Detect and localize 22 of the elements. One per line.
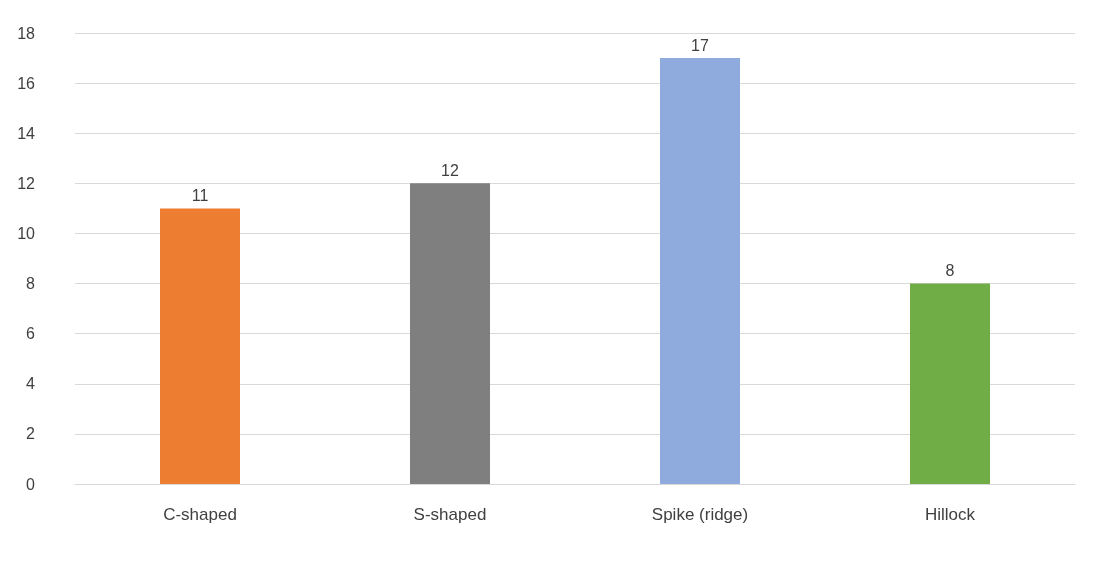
data-label: 8 bbox=[945, 262, 955, 280]
y-tick-label: 6 bbox=[26, 325, 36, 343]
x-tick-label: C-shaped bbox=[163, 505, 237, 524]
x-tick-label: Spike (ridge) bbox=[651, 505, 749, 524]
y-tick-label: 12 bbox=[17, 174, 36, 192]
bar bbox=[910, 283, 990, 484]
y-tick-label: 0 bbox=[26, 475, 36, 493]
x-tick-label: Hillock bbox=[924, 505, 976, 524]
y-tick-label: 14 bbox=[17, 124, 36, 142]
data-label: 17 bbox=[691, 36, 709, 54]
y-tick-label: 16 bbox=[17, 74, 36, 92]
data-label: 11 bbox=[191, 186, 209, 204]
bar bbox=[160, 208, 240, 484]
y-tick-label: 8 bbox=[26, 275, 36, 293]
data-label: 12 bbox=[441, 161, 459, 179]
y-tick-label: 10 bbox=[17, 224, 36, 242]
bar bbox=[410, 183, 490, 484]
y-tick-label: 18 bbox=[17, 24, 36, 42]
bar bbox=[660, 58, 740, 484]
y-tick-label: 2 bbox=[26, 425, 36, 443]
y-tick-label: 4 bbox=[26, 375, 36, 393]
x-tick-label: S-shaped bbox=[413, 505, 487, 524]
